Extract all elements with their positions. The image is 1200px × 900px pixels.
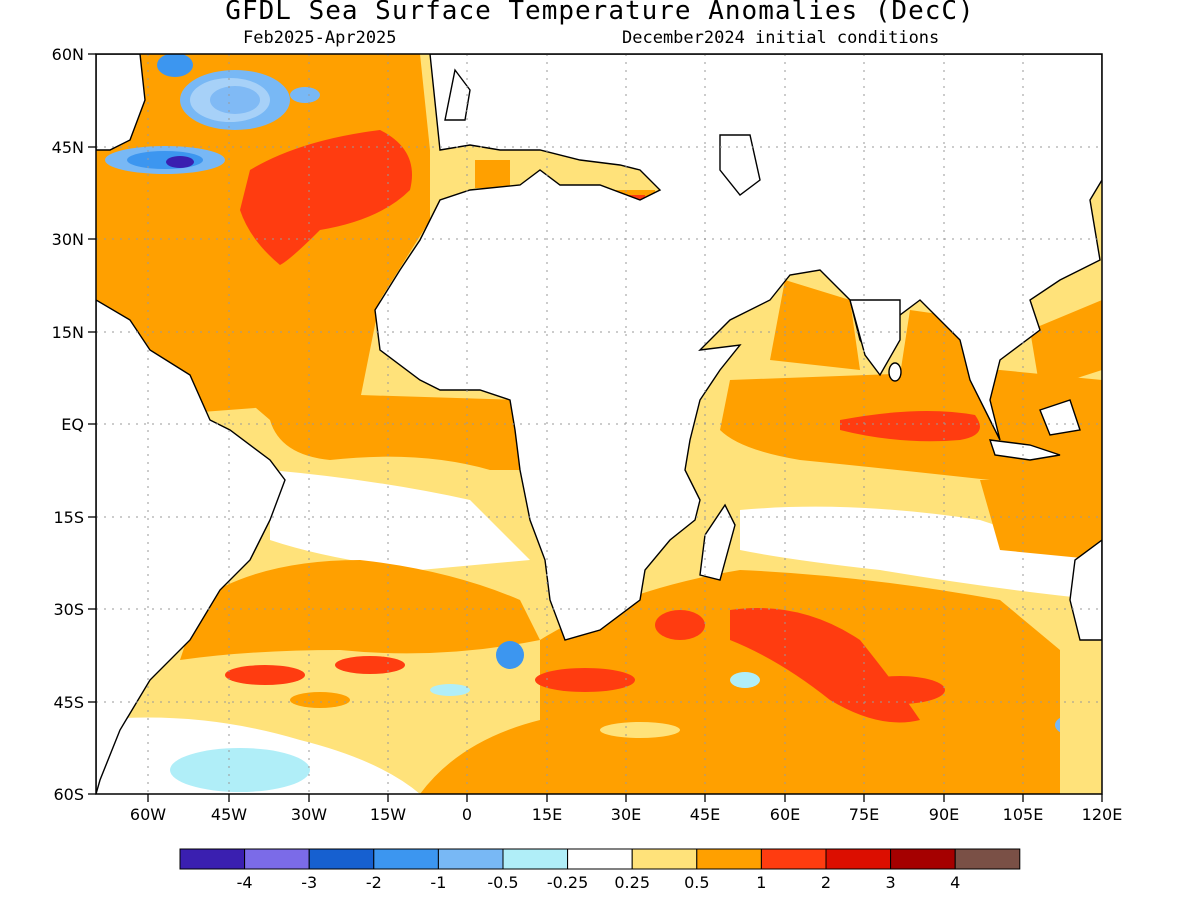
lat-label: 45S [53, 693, 84, 712]
colorbar-swatch [631, 848, 698, 870]
labrador-cold [105, 54, 320, 174]
tick-marks [88, 53, 1103, 802]
south-china-sea-warm [1030, 300, 1102, 390]
lat-label: 45N [52, 138, 84, 157]
colorbar-swatch [890, 848, 956, 870]
lon-label: 105E [1003, 805, 1044, 824]
colorbar-swatch [567, 848, 633, 870]
initial-conditions: December2024 initial conditions [622, 28, 940, 48]
lon-label: 90E [929, 805, 959, 824]
south-atlantic-neutral [270, 470, 530, 570]
south-east-mild [1060, 640, 1102, 794]
colorbar-label: 3 [886, 873, 896, 892]
colorbar-label: -0.5 [487, 873, 518, 892]
colorbar-swatch [954, 848, 1021, 870]
colorbar-swatch [244, 848, 310, 870]
south-atlantic-streaks [225, 641, 524, 708]
lon-label: 60W [130, 805, 166, 824]
colorbar-swatch [373, 848, 439, 870]
north-atlantic-hot-core [240, 130, 412, 265]
colorbar-label: -1 [430, 873, 446, 892]
field-layer [96, 54, 1102, 794]
lat-label: EQ [61, 415, 84, 434]
gridlines [96, 54, 1102, 794]
lat-label: 60N [52, 45, 84, 64]
lat-label: 15S [53, 508, 84, 527]
lon-label: 60E [770, 805, 800, 824]
chart-title: GFDL Sea Surface Temperature Anomalies (… [225, 0, 975, 26]
lon-label: 15W [370, 805, 406, 824]
southern-ocean-cool [170, 748, 310, 792]
lon-label: 45W [211, 805, 247, 824]
lon-label: 30W [291, 805, 327, 824]
lon-label: 15E [532, 805, 562, 824]
colorbar-swatch [437, 848, 504, 870]
south-atlantic-warm [180, 560, 540, 660]
colorbar-swatch [502, 848, 569, 870]
colorbar-swatch [179, 848, 246, 870]
colorbar-label: 0.5 [684, 873, 709, 892]
equatorial-indian-hot [840, 411, 980, 442]
longitude-labels: 60W 45W 30W 15W 0 15E 30E 45E 60E 75E 90… [130, 805, 1122, 824]
colorbar-swatch [696, 848, 762, 870]
lon-label: 0 [462, 805, 472, 824]
colorbar-label: 1 [756, 873, 766, 892]
south-indian-neutral [740, 506, 1102, 600]
east-indian-warm [980, 480, 1102, 560]
arabian-sea-warm [770, 280, 860, 370]
colorbar-label: 2 [821, 873, 831, 892]
forecast-period: Feb2025-Apr2025 [243, 28, 397, 48]
lat-label: 30N [52, 230, 84, 249]
land [96, 54, 1102, 794]
lon-label: 30E [611, 805, 641, 824]
colorbar-label: -4 [237, 873, 253, 892]
colorbar-label: -0.25 [547, 873, 588, 892]
lon-label: 45E [690, 805, 720, 824]
colorbar-swatch [308, 848, 375, 870]
tropical-atlantic-warm [200, 360, 525, 470]
colorbar-label: 4 [950, 873, 960, 892]
lon-label: 120E [1082, 805, 1123, 824]
colorbar-label: -2 [366, 873, 382, 892]
colorbar-labels: -4 -3 -2 -1 -0.5 -0.25 0.25 0.5 1 2 3 4 [237, 873, 961, 892]
lat-label: 15N [52, 323, 84, 342]
lat-label: 60S [53, 785, 84, 804]
colorbar-label: -3 [301, 873, 317, 892]
lon-label: 75E [849, 805, 879, 824]
latitude-labels: 60N 45N 30N 15N EQ 15S 30S 45S 60S [52, 45, 84, 804]
colorbar-swatch [760, 848, 827, 870]
colorbar [179, 848, 1021, 870]
colorbar-label: 0.25 [614, 873, 650, 892]
lat-label: 30S [53, 600, 84, 619]
south-indian-hot-streaks [535, 608, 945, 738]
colorbar-swatch [825, 848, 892, 870]
